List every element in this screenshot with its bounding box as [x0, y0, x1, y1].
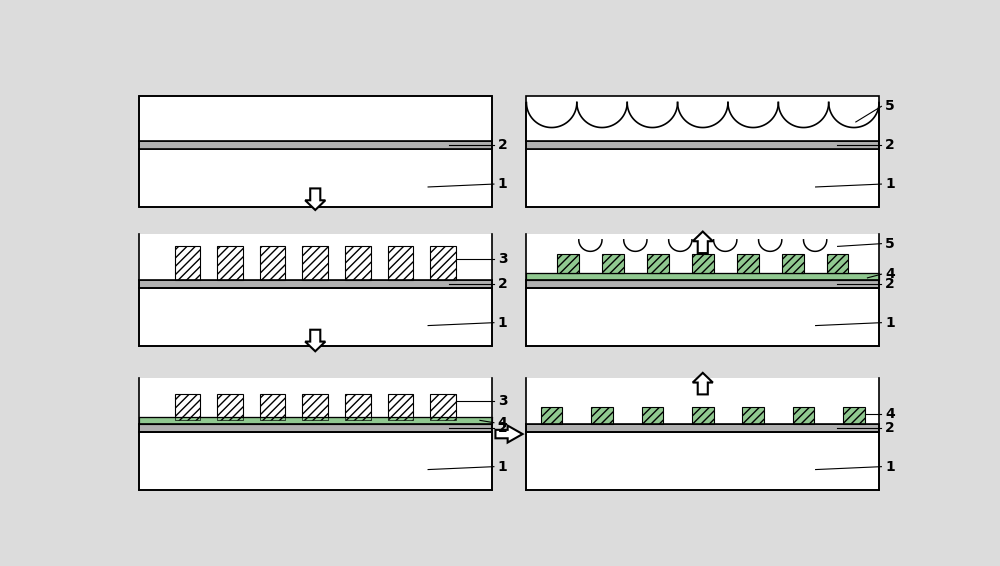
Text: 2: 2	[885, 138, 895, 152]
Bar	[557, 254, 579, 273]
Polygon shape	[669, 240, 692, 251]
Polygon shape	[728, 102, 778, 127]
Bar	[175, 395, 200, 417]
Bar	[742, 406, 764, 424]
Bar	[526, 273, 879, 280]
Bar	[260, 414, 285, 421]
Bar	[526, 280, 879, 288]
Bar	[139, 96, 492, 207]
Text: 1: 1	[885, 316, 895, 329]
Bar	[526, 142, 879, 149]
Text: 4: 4	[885, 267, 895, 281]
Text: 1: 1	[498, 316, 508, 329]
Bar	[591, 406, 613, 424]
Bar	[345, 395, 371, 417]
Bar	[139, 288, 492, 346]
Bar	[302, 246, 328, 280]
Polygon shape	[759, 240, 782, 251]
Text: 1: 1	[885, 177, 895, 191]
Bar	[139, 424, 492, 432]
Bar	[602, 254, 624, 273]
Bar	[526, 378, 879, 424]
Polygon shape	[305, 330, 325, 351]
Polygon shape	[693, 373, 713, 395]
Bar	[647, 254, 669, 273]
Polygon shape	[577, 102, 627, 127]
Bar	[388, 246, 413, 280]
Bar	[139, 378, 492, 417]
Bar	[217, 246, 243, 280]
Bar	[260, 395, 285, 417]
Polygon shape	[624, 240, 647, 251]
Polygon shape	[305, 188, 325, 210]
Polygon shape	[804, 240, 827, 251]
Bar	[526, 96, 879, 142]
Bar	[388, 395, 413, 417]
Text: 3: 3	[498, 252, 507, 267]
Bar	[139, 280, 492, 288]
Bar	[139, 417, 492, 424]
Text: 1: 1	[498, 460, 508, 474]
Bar	[526, 149, 879, 207]
Text: 5: 5	[885, 237, 895, 251]
Text: 2: 2	[885, 421, 895, 435]
Bar	[175, 246, 200, 280]
Bar	[139, 142, 492, 149]
Bar	[541, 406, 562, 424]
Bar	[430, 395, 456, 417]
Bar	[526, 234, 879, 273]
Bar	[139, 234, 492, 280]
Bar	[526, 96, 879, 207]
Bar	[302, 395, 328, 417]
Bar	[793, 406, 814, 424]
Polygon shape	[778, 102, 829, 127]
Bar	[737, 254, 759, 273]
Polygon shape	[495, 426, 523, 443]
Bar	[345, 414, 371, 421]
Bar	[260, 246, 285, 280]
Bar	[526, 288, 879, 346]
Bar	[692, 406, 714, 424]
Bar	[217, 414, 243, 421]
Bar	[139, 96, 492, 142]
Bar	[782, 254, 804, 273]
Bar	[827, 254, 848, 273]
Text: 2: 2	[885, 277, 895, 291]
Polygon shape	[579, 240, 602, 251]
Bar	[526, 424, 879, 432]
Bar	[139, 432, 492, 490]
Bar	[139, 149, 492, 207]
Text: 5: 5	[885, 100, 895, 113]
Bar	[302, 414, 328, 421]
Polygon shape	[526, 102, 577, 127]
Text: 1: 1	[885, 460, 895, 474]
Text: 2: 2	[498, 421, 508, 435]
Bar	[430, 414, 456, 421]
Text: 2: 2	[498, 138, 508, 152]
Polygon shape	[627, 102, 678, 127]
Bar	[430, 246, 456, 280]
Text: 4: 4	[498, 417, 508, 431]
Bar	[345, 246, 371, 280]
Bar	[526, 432, 879, 490]
Polygon shape	[693, 231, 713, 253]
Bar	[642, 406, 663, 424]
Bar	[217, 395, 243, 417]
Polygon shape	[714, 240, 737, 251]
Bar	[175, 414, 200, 421]
Polygon shape	[678, 102, 728, 127]
Text: 4: 4	[885, 406, 895, 421]
Text: 2: 2	[498, 277, 508, 291]
Polygon shape	[829, 102, 879, 127]
Bar	[692, 254, 714, 273]
Text: 1: 1	[498, 177, 508, 191]
Bar	[388, 414, 413, 421]
Text: 3: 3	[498, 394, 507, 408]
Bar	[843, 406, 865, 424]
